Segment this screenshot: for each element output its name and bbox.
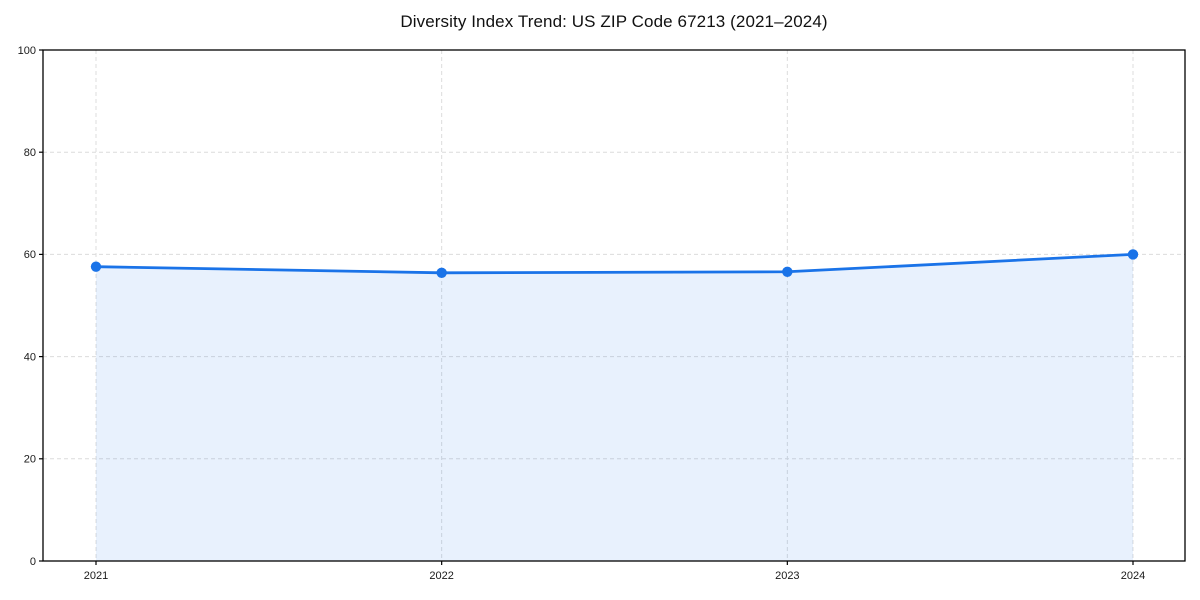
y-tick-label: 0 <box>30 556 36 568</box>
y-tick-label: 60 <box>24 249 36 261</box>
data-point-2024 <box>1127 249 1139 260</box>
plot-border <box>42 49 1186 562</box>
trend-line <box>94 252 1135 275</box>
data-point-2021 <box>90 261 102 272</box>
y-tick-label: 100 <box>18 45 36 57</box>
data-point-2023 <box>782 266 793 277</box>
area-fill <box>96 254 1133 561</box>
data-point-2022 <box>436 267 447 278</box>
y-tick-label: 80 <box>24 147 36 159</box>
x-tick-label: 2022 <box>429 570 453 582</box>
y-tick-label: 20 <box>24 454 36 466</box>
y-tick-label: 40 <box>24 351 36 363</box>
x-tick-label: 2021 <box>84 570 108 582</box>
x-tick-label: 2024 <box>1121 570 1145 582</box>
x-tick-label: 2023 <box>775 570 799 582</box>
chart-title: Diversity Index Trend: US ZIP Code 67213… <box>400 12 828 31</box>
